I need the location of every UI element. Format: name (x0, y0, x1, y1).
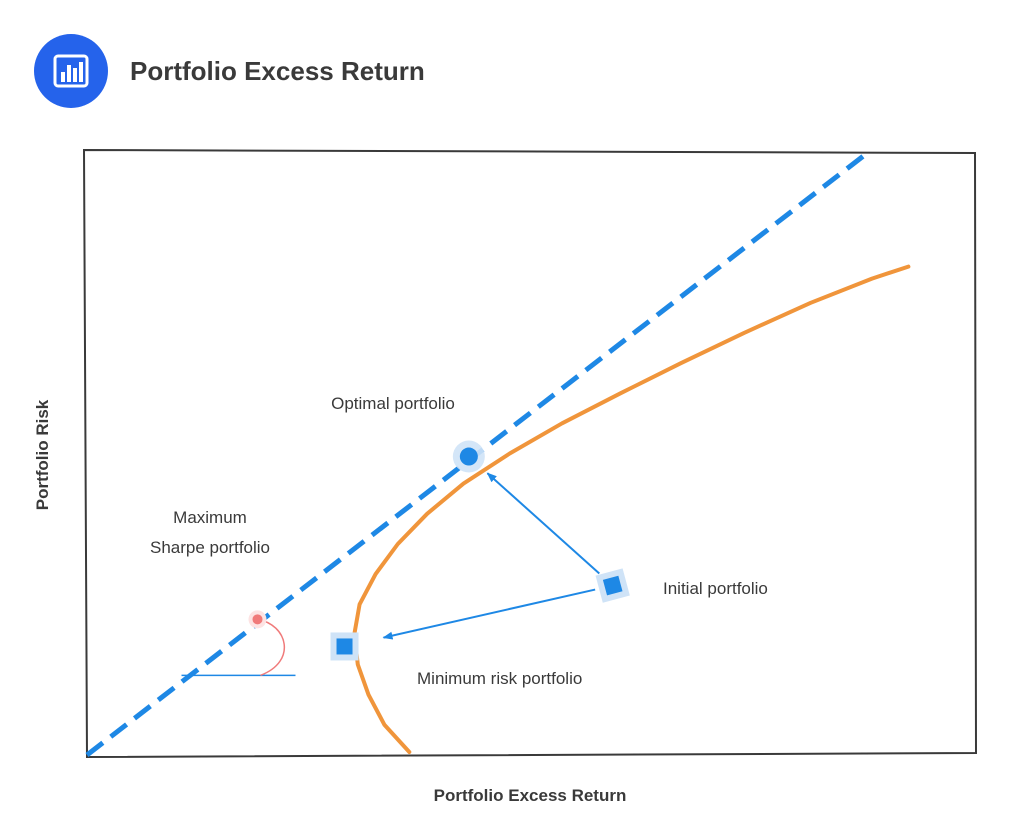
bar-chart-icon (53, 54, 89, 88)
arrow-initial-to-optimal (486, 472, 600, 575)
optimal-portfolio-label: Optimal portfolio (331, 394, 455, 413)
max-sharpe-label-line2: Sharpe portfolio (150, 538, 270, 557)
y-axis-label: Portfolio Risk (33, 399, 52, 510)
plot-frame (82, 148, 978, 759)
angle-arc (257, 618, 286, 677)
efficient-frontier-line (352, 264, 911, 754)
initial-portfolio-label: Initial portfolio (663, 579, 768, 598)
max-sharpe-label-line1: Maximum (173, 508, 247, 527)
minimum-risk-portfolio-label: Minimum risk portfolio (417, 669, 582, 688)
header-logo (34, 34, 108, 108)
page-title: Portfolio Excess Return (130, 56, 425, 86)
max-sharpe-point (252, 614, 263, 625)
arrow-initial-to-minimum-risk (382, 588, 596, 640)
initial-portfolio-marker (602, 575, 623, 596)
minimum-risk-portfolio-marker (336, 638, 353, 655)
optimal-portfolio-marker (459, 447, 478, 466)
x-axis-label: Portfolio Excess Return (434, 786, 627, 805)
